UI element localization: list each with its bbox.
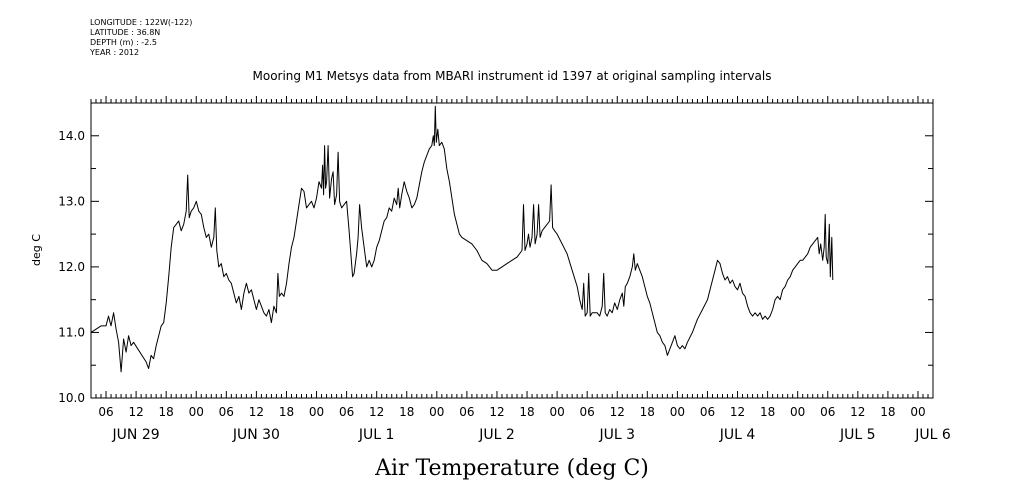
- x-day-label: JUL 3: [598, 427, 635, 443]
- x-day-label: JUL 4: [719, 427, 756, 443]
- x-hour-label: 00: [309, 405, 324, 419]
- x-hour-label: 12: [249, 405, 264, 419]
- x-hour-label: 00: [910, 405, 925, 419]
- x-hour-label: 00: [549, 405, 564, 419]
- x-hour-label: 00: [670, 405, 685, 419]
- x-hour-label: 06: [459, 405, 474, 419]
- x-hour-label: 06: [820, 405, 835, 419]
- depth-text: DEPTH (m) : -2.5: [90, 38, 157, 47]
- y-tick-label: 12.0: [58, 260, 85, 274]
- y-tick-label: 14.0: [58, 129, 85, 143]
- x-hour-label: 06: [339, 405, 354, 419]
- x-hour-label: 18: [159, 405, 174, 419]
- x-axis-label: Air Temperature (deg C): [374, 456, 649, 481]
- x-day-label: JUL 6: [914, 427, 951, 443]
- x-hour-label: 06: [580, 405, 595, 419]
- x-day-label: JUL 1: [358, 427, 395, 443]
- y-axis-label: deg C: [30, 234, 43, 266]
- x-hour-label: 12: [850, 405, 865, 419]
- x-hour-label: 00: [429, 405, 444, 419]
- x-axis: 06 12 18 00 06 12 18 00 06 12 18 00 06 12 18 00 06 12 18 00…: [90, 96, 951, 443]
- x-hour-label: 00: [790, 405, 805, 419]
- metadata-block: LONGITUDE : 122W(-122) LATITUDE : 36.8N …: [90, 18, 192, 58]
- x-day-label: JUL 2: [478, 427, 515, 443]
- y-axis: 10.0 11.0 12.0 13.0 14.0: [58, 102, 933, 405]
- y-tick-label: 13.0: [58, 194, 85, 208]
- x-day-label: JUN 30: [232, 427, 280, 443]
- x-hour-label: 06: [219, 405, 234, 419]
- longitude-text: LONGITUDE : 122W(-122): [90, 18, 193, 27]
- y-tick-label: 11.0: [58, 325, 85, 339]
- x-hour-label: 18: [760, 405, 775, 419]
- x-day-label: JUL 5: [839, 427, 876, 443]
- x-hour-label: 06: [700, 405, 715, 419]
- x-hour-label: 12: [369, 405, 384, 419]
- latitude-text: LATITUDE : 36.8N: [90, 28, 161, 37]
- x-hour-label: 12: [730, 405, 745, 419]
- x-hour-label: 12: [489, 405, 504, 419]
- x-hour-label: 00: [189, 405, 204, 419]
- x-hour-label: 18: [279, 405, 294, 419]
- x-hour-label: 12: [610, 405, 625, 419]
- x-hour-label: 18: [399, 405, 414, 419]
- year-text: YEAR : 2012: [90, 48, 140, 57]
- y-tick-label: 10.0: [58, 391, 85, 405]
- x-hour-label: 18: [880, 405, 895, 419]
- x-hour-label: 18: [640, 405, 655, 419]
- series-line: [90, 105, 834, 373]
- series-group: [90, 105, 834, 373]
- chart-title: Mooring M1 Metsys data from MBARI instru…: [253, 69, 772, 83]
- x-day-label: JUN 29: [112, 427, 160, 443]
- x-hour-label: 06: [98, 405, 113, 419]
- x-hour-label: 18: [519, 405, 534, 419]
- x-hour-label: 12: [128, 405, 143, 419]
